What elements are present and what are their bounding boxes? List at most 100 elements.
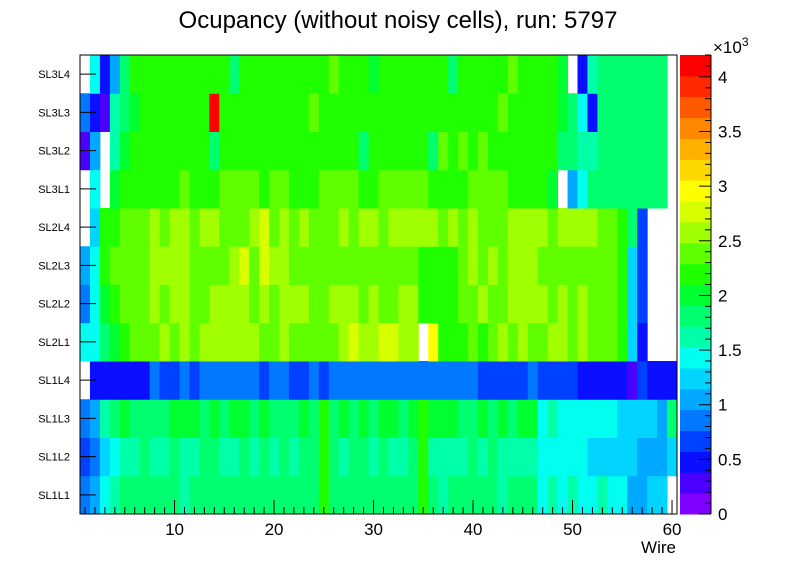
- heatmap-cell: [308, 208, 320, 247]
- heatmap-cell: [398, 475, 409, 515]
- heatmap-cell: [577, 208, 588, 247]
- heatmap-cell: [279, 361, 290, 400]
- heatmap-cell: [468, 208, 479, 247]
- heatmap-cell: [547, 55, 559, 94]
- heatmap-cell: [179, 399, 190, 438]
- heatmap-cell: [179, 246, 190, 285]
- heatmap-cell: [249, 284, 260, 324]
- heatmap-cell: [378, 475, 389, 515]
- heatmap-cell: [318, 475, 330, 515]
- heatmap-cell: [279, 169, 290, 209]
- heatmap-cell: [259, 131, 270, 171]
- color-scale-segment: [680, 55, 711, 77]
- heatmap-cell: [557, 437, 569, 477]
- heatmap-cell: [408, 131, 419, 171]
- heatmap-cell: [249, 169, 260, 209]
- heatmap-cell: [368, 475, 379, 515]
- heatmap-cell: [408, 399, 419, 438]
- heatmap-cell: [537, 246, 549, 285]
- heatmap-cell: [428, 475, 439, 515]
- heatmap-cell: [567, 93, 578, 132]
- heatmap-cell: [318, 93, 330, 132]
- heatmap-cell: [627, 246, 638, 285]
- heatmap-cell: [358, 284, 370, 324]
- heatmap-cell: [527, 55, 539, 94]
- heatmap-cell: [219, 322, 230, 362]
- heatmap-cell: [298, 55, 310, 94]
- heatmap-cell: [209, 475, 220, 515]
- heatmap-cell: [468, 437, 479, 477]
- heatmap-cell: [229, 208, 240, 247]
- color-scale-segment: [680, 138, 711, 160]
- heatmap-cell: [189, 93, 200, 132]
- heatmap-cell: [547, 437, 559, 477]
- heatmap-cell: [617, 131, 628, 171]
- heatmap-cell: [478, 284, 489, 324]
- heatmap-cell: [468, 475, 479, 515]
- heatmap-cell: [199, 361, 210, 400]
- heatmap-cell: [607, 322, 618, 362]
- heatmap-cell: [189, 208, 200, 247]
- heatmap-cell: [547, 208, 559, 247]
- heatmap-cell: [567, 322, 578, 362]
- heatmap-cell: [537, 169, 549, 209]
- heatmap-cell: [418, 475, 429, 515]
- heatmap-cell: [617, 284, 628, 324]
- heatmap-cell: [139, 169, 151, 209]
- heatmap-cell: [468, 131, 479, 171]
- color-scale-segment: [680, 117, 711, 139]
- heatmap-cell: [269, 93, 280, 132]
- heatmap-cell: [448, 246, 459, 285]
- heatmap-cell: [577, 169, 588, 209]
- heatmap-cell: [428, 361, 439, 400]
- heatmap-cell: [398, 208, 409, 247]
- heatmap-cell: [408, 437, 419, 477]
- heatmap-cell: [408, 284, 419, 324]
- heatmap-cell: [109, 361, 121, 400]
- heatmap-cell: [507, 131, 519, 171]
- heatmap-cell: [169, 361, 180, 400]
- heatmap-cell: [547, 399, 559, 438]
- heatmap-cell: [647, 399, 658, 438]
- heatmap-cell: [149, 246, 161, 285]
- color-scale-tick-label: 2.5: [718, 232, 742, 251]
- heatmap-cell: [497, 55, 509, 94]
- heatmap-cell: [458, 284, 469, 324]
- heatmap-cell: [358, 399, 370, 438]
- heatmap-cell: [587, 284, 598, 324]
- heatmap-cell: [288, 93, 300, 132]
- heatmap-cell: [269, 399, 280, 438]
- heatmap-cell: [478, 208, 489, 247]
- heatmap-cell: [587, 131, 598, 171]
- heatmap-cell: [269, 361, 280, 400]
- heatmap-cell: [318, 437, 330, 477]
- heatmap-cell: [328, 322, 340, 362]
- heatmap-cell: [398, 169, 409, 209]
- heatmap-cell: [408, 246, 419, 285]
- color-scale-segment: [680, 221, 711, 244]
- heatmap-cell: [647, 475, 658, 515]
- heatmap-cell: [458, 208, 469, 247]
- heatmap-cell: [487, 322, 499, 362]
- heatmap-cell: [557, 322, 569, 362]
- heatmap-cell: [627, 93, 638, 132]
- heatmap-cell: [637, 437, 648, 477]
- heatmap-cell: [637, 322, 648, 362]
- heatmap-cell: [428, 131, 439, 171]
- heatmap-cell: [527, 399, 539, 438]
- heatmap-cell: [557, 361, 569, 400]
- heatmap-cell: [99, 246, 111, 285]
- heatmap-cell: [667, 399, 678, 438]
- heatmap-cell: [478, 169, 489, 209]
- heatmap-cell: [338, 55, 350, 94]
- heatmap-cell: [388, 437, 399, 477]
- color-scale-tick-label: 0: [718, 505, 727, 524]
- heatmap-cell: [637, 55, 648, 94]
- heatmap-cell: [338, 437, 350, 477]
- heatmap-cell: [199, 55, 210, 94]
- color-scale-segment: [680, 96, 711, 119]
- heatmap-cell: [159, 437, 171, 477]
- heatmap-cell: [468, 93, 479, 132]
- heatmap-cell: [587, 437, 598, 477]
